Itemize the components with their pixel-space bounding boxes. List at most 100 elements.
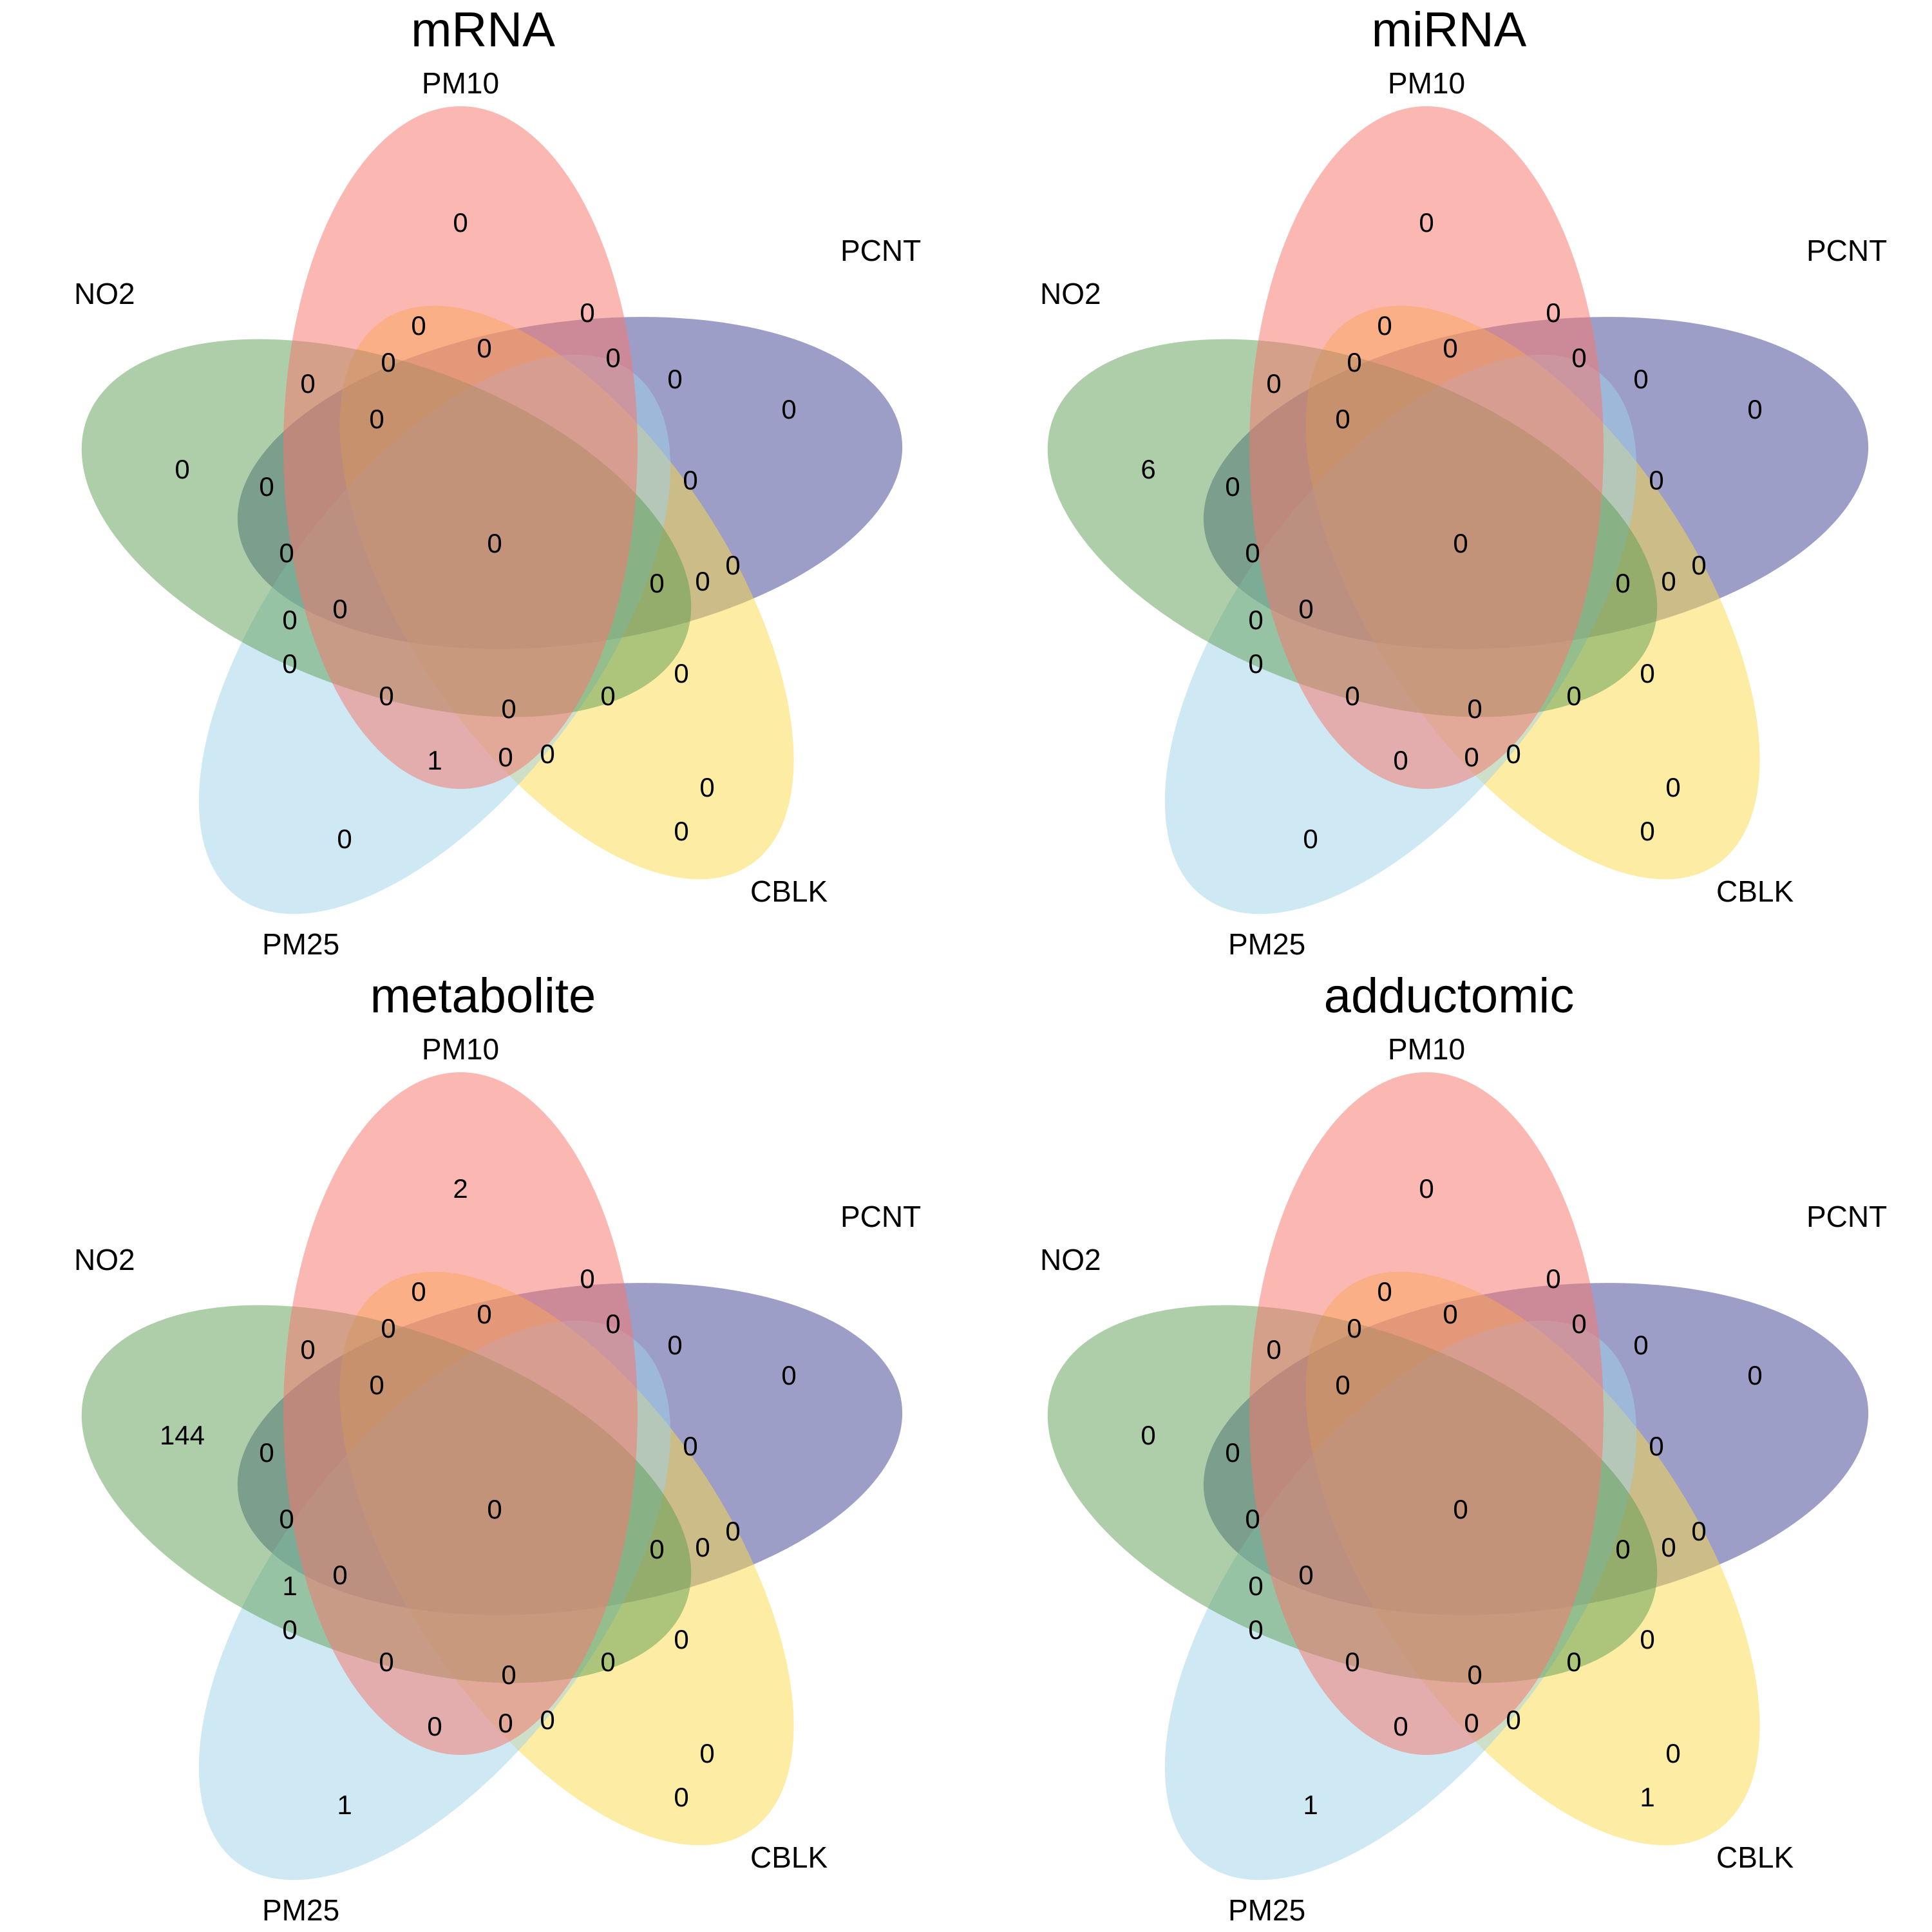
region-count: 0 [1649, 465, 1663, 495]
region-count: 0 [1419, 207, 1434, 238]
panel-title: mRNA [411, 3, 555, 57]
region-count: 0 [369, 404, 384, 434]
region-count: 0 [649, 568, 664, 598]
region-count: 0 [1248, 649, 1263, 679]
region-count: 0 [477, 1299, 491, 1329]
region-count: 0 [1393, 1711, 1408, 1741]
region-count: 0 [300, 368, 315, 399]
region-count: 0 [1345, 681, 1359, 711]
set-label-pcnt: PCNT [1806, 1200, 1887, 1233]
region-count: 0 [282, 649, 297, 679]
set-label-no2: NO2 [74, 1243, 135, 1276]
region-count: 0 [1506, 1705, 1520, 1735]
region-count: 0 [1633, 1330, 1648, 1360]
region-count: 0 [674, 1624, 688, 1654]
ellipse-pm10 [1249, 106, 1604, 789]
region-count: 0 [381, 347, 395, 377]
region-count: 0 [1615, 1534, 1630, 1564]
set-label-pm25: PM25 [1228, 1893, 1305, 1927]
set-label-no2: NO2 [1040, 1243, 1101, 1276]
set-label-pm25: PM25 [262, 927, 339, 961]
region-count: 0 [1225, 471, 1240, 502]
region-count: 0 [332, 594, 347, 624]
venn-panel: metabolite PM10 PCNT CBLK PM25 NO2 2 0 0 1 144 0 0 0 0… [0, 966, 966, 1932]
set-label-cblk: CBLK [750, 875, 828, 908]
region-count: 0 [411, 1276, 426, 1307]
region-count: 0 [1467, 1660, 1482, 1690]
region-count: 0 [1640, 658, 1654, 688]
region-count: 0 [781, 394, 796, 424]
set-label-no2: NO2 [1040, 277, 1101, 310]
region-count: 0 [1661, 1532, 1676, 1562]
region-count: 0 [1335, 1370, 1350, 1400]
panel-title: miRNA [1372, 3, 1527, 57]
region-count: 1 [337, 1790, 352, 1820]
region-count: 0 [1747, 394, 1762, 424]
region-count: 0 [540, 739, 554, 769]
region-count: 0 [381, 1313, 395, 1343]
ellipse-pm10 [283, 1072, 638, 1755]
region-count: 0 [1453, 528, 1468, 558]
region-count: 0 [1649, 1431, 1663, 1461]
region-count: 0 [498, 742, 513, 772]
region-count: 0 [427, 1711, 442, 1741]
region-count: 0 [379, 1647, 393, 1677]
region-count: 0 [1640, 1624, 1654, 1654]
region-count: 0 [1661, 566, 1676, 596]
region-count: 0 [300, 1334, 315, 1365]
set-label-cblk: CBLK [750, 1841, 828, 1874]
region-count: 0 [605, 1309, 620, 1339]
region-count: 0 [1506, 739, 1520, 769]
region-count: 0 [1443, 1299, 1457, 1329]
region-count: 0 [1467, 694, 1482, 724]
region-count: 1 [1640, 1782, 1654, 1812]
region-count: 0 [1691, 1516, 1706, 1546]
region-count: 0 [1464, 1708, 1479, 1738]
region-count: 0 [1335, 404, 1350, 434]
region-count: 0 [1347, 347, 1361, 377]
region-count: 0 [1419, 1173, 1434, 1204]
region-count: 0 [1377, 310, 1392, 341]
region-count: 0 [605, 343, 620, 373]
region-count: 0 [379, 681, 393, 711]
region-count: 0 [1615, 568, 1630, 598]
region-count: 0 [369, 1370, 384, 1400]
venn-panel: mRNA PM10 PCNT CBLK PM25 NO2 0 0 0 0 0 0 0 0 0 0 0 0 0 0 0 0 0… [0, 0, 966, 966]
region-count: 0 [1453, 1494, 1468, 1524]
set-label-pcnt: PCNT [840, 234, 921, 267]
set-label-no2: NO2 [74, 277, 135, 310]
region-count: 0 [1225, 1437, 1240, 1468]
region-count: 0 [453, 207, 468, 238]
region-count: 0 [1443, 333, 1457, 363]
region-count: 0 [1345, 1647, 1359, 1677]
region-count: 0 [1546, 298, 1560, 328]
region-count: 0 [649, 1534, 664, 1564]
region-count: 0 [781, 1360, 796, 1390]
panel-title: adductomic [1324, 969, 1575, 1023]
set-label-cblk: CBLK [1716, 1841, 1794, 1874]
region-count: 0 [699, 772, 714, 802]
region-count: 0 [1464, 742, 1479, 772]
region-count: 1 [427, 745, 442, 775]
region-count: 0 [695, 1532, 710, 1562]
set-label-pcnt: PCNT [1806, 234, 1887, 267]
region-count: 0 [600, 1647, 615, 1677]
set-label-pm25: PM25 [1228, 927, 1305, 961]
region-count: 0 [1665, 1738, 1680, 1768]
ellipse-pm10 [283, 106, 638, 789]
region-count: 0 [259, 1437, 274, 1468]
region-count: 0 [1665, 772, 1680, 802]
region-count: 0 [674, 658, 688, 688]
region-count: 0 [279, 1504, 294, 1534]
region-count: 0 [1691, 550, 1706, 580]
region-count: 0 [282, 605, 297, 635]
region-count: 0 [667, 364, 682, 394]
region-count: 0 [501, 694, 516, 724]
set-label-cblk: CBLK [1716, 875, 1794, 908]
region-count: 0 [337, 824, 352, 854]
region-count: 0 [282, 1615, 297, 1645]
region-count: 0 [1347, 1313, 1361, 1343]
set-label-pm25: PM25 [262, 1893, 339, 1927]
